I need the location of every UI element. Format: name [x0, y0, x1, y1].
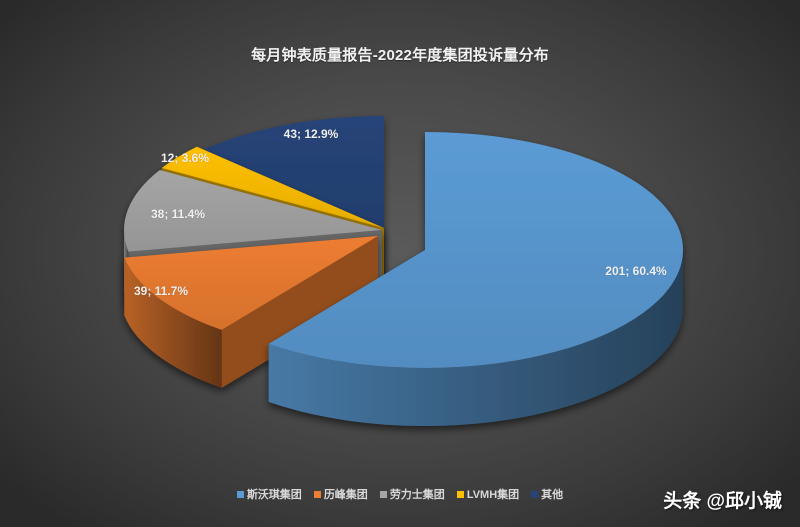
chart-title: 每月钟表质量报告-2022年度集团投诉量分布: [251, 47, 549, 64]
legend-item-lvmh: LVMH集团: [456, 486, 520, 502]
pie-slice-0: [268, 132, 683, 426]
legend-swatch-icon: [531, 490, 539, 498]
legend-label: LVMH集团: [466, 489, 520, 501]
legend-swatch-icon: [379, 490, 387, 498]
legend-item-richemont: 历峰集团: [313, 486, 368, 502]
legend-swatch-icon: [456, 490, 464, 498]
data-label-4: 43; 12.9%: [283, 127, 339, 141]
data-label-2: 38; 11.4%: [150, 207, 206, 221]
pie-slice-1: [124, 236, 378, 388]
legend-label: 其他: [541, 489, 564, 501]
legend-label: 劳力士集团: [389, 489, 445, 501]
legend-item-other: 其他: [531, 486, 563, 502]
legend-swatch-icon: [313, 490, 321, 498]
chart-legend: 斯沃琪集团 历峰集团 劳力士集团 LVMH集团 其他: [0, 486, 800, 502]
legend-item-rolex: 劳力士集团: [379, 486, 445, 502]
legend-item-swatch: 斯沃琪集团: [236, 486, 302, 502]
legend-label: 历峰集团: [323, 489, 368, 501]
data-label-0: 201; 60.4%: [605, 264, 667, 278]
legend-label: 斯沃琪集团: [246, 489, 302, 501]
data-label-1: 39; 11.7%: [133, 284, 189, 298]
watermark: 头条 @邱小铖: [663, 491, 782, 512]
data-label-3: 12; 3.6%: [160, 151, 210, 165]
legend-swatch-icon: [236, 490, 244, 498]
